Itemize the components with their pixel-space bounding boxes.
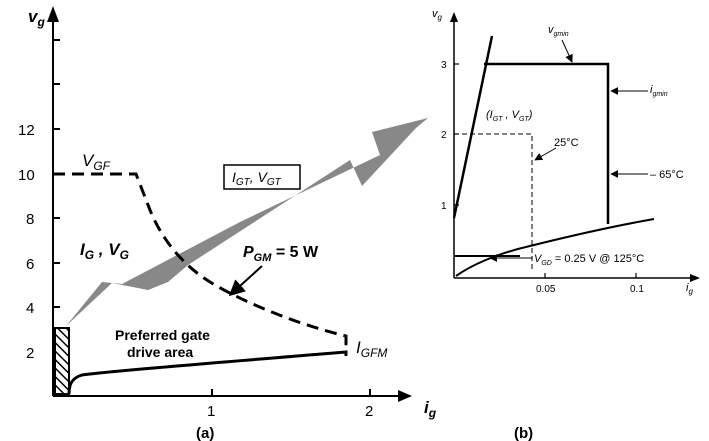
b-vgmin-pointer xyxy=(561,39,573,63)
a-pgm-curve xyxy=(53,172,348,350)
panel-b: 1 2 3 0.05 0.1 vg ig vgmin igmin – 65°C … xyxy=(432,8,700,441)
b-x-tick-label: 0.1 xyxy=(630,284,644,295)
b-vgd-label: VGD = 0.25 V @ 125°C xyxy=(534,253,644,267)
a-y-tick-label: 4 xyxy=(26,300,34,317)
a-min-curve xyxy=(67,350,348,395)
a-caption: (a) xyxy=(196,425,214,441)
b-igt-vgt-label: (IGT , VGT) xyxy=(486,109,533,123)
b-y-axis-arrow-icon xyxy=(450,12,458,22)
b-25c-pointer xyxy=(534,147,557,161)
b-caption: (b) xyxy=(514,425,533,441)
a-igt-box xyxy=(223,164,301,190)
a-preferred-line1: Preferred gate xyxy=(115,327,210,343)
b-y-tick-label: 3 xyxy=(441,60,447,71)
b-vgmin-label: vgmin xyxy=(548,24,569,38)
a-preferred-line2: drive area xyxy=(127,344,193,360)
a-y-tick-label: 10 xyxy=(18,167,35,184)
a-x-tick-label: 1 xyxy=(207,403,215,420)
a-x-axis-arrow-icon xyxy=(398,390,412,402)
a-igfm-label: IGFM xyxy=(356,338,387,360)
b-x-axis-arrow-icon xyxy=(690,274,700,282)
b-y-tick-label: 1 xyxy=(441,201,447,212)
a-y-tick-label: 6 xyxy=(26,256,34,273)
a-y-axis-label: vg xyxy=(28,7,45,29)
a-x-axis-label: ig xyxy=(424,398,437,420)
a-hatched-region xyxy=(54,327,70,395)
b-y-axis-label: vg xyxy=(432,8,443,22)
a-y-tick-label: 2 xyxy=(26,345,34,362)
b-25c-label: 25°C xyxy=(554,137,579,149)
b-x-axis-label: ig xyxy=(686,282,693,296)
b-igt-dashed-box xyxy=(454,133,533,270)
b-igmin-label: igmin xyxy=(650,84,668,98)
a-vgf-label: VGF xyxy=(82,151,111,173)
a-y-tick-label: 12 xyxy=(18,122,35,139)
b-lower-curve xyxy=(455,218,655,277)
b-min-rectangle xyxy=(484,62,610,224)
a-ig-vg-label: IG , VG xyxy=(80,240,129,262)
panel-a: 2 4 6 8 10 12 1 2 vg ig VGF IG , VG IGT,… xyxy=(18,6,437,441)
a-x-tick-label: 2 xyxy=(365,403,373,420)
a-igt-box-label: IGT, VGT xyxy=(232,169,282,188)
b-y-tick-label: 2 xyxy=(441,130,447,141)
a-y-ticks xyxy=(53,39,371,396)
b-x-tick-label: 0.05 xyxy=(536,284,556,295)
a-y-axis-arrow-icon xyxy=(47,6,59,22)
a-pgm-pointer xyxy=(228,265,263,297)
a-igt-arrow-shape xyxy=(66,118,428,326)
b-65c-label: – 65°C xyxy=(650,169,684,181)
b-steep-line xyxy=(452,35,494,219)
a-pgm-label: PGM = 5 W xyxy=(243,244,319,264)
a-y-tick-label: 8 xyxy=(26,211,34,228)
